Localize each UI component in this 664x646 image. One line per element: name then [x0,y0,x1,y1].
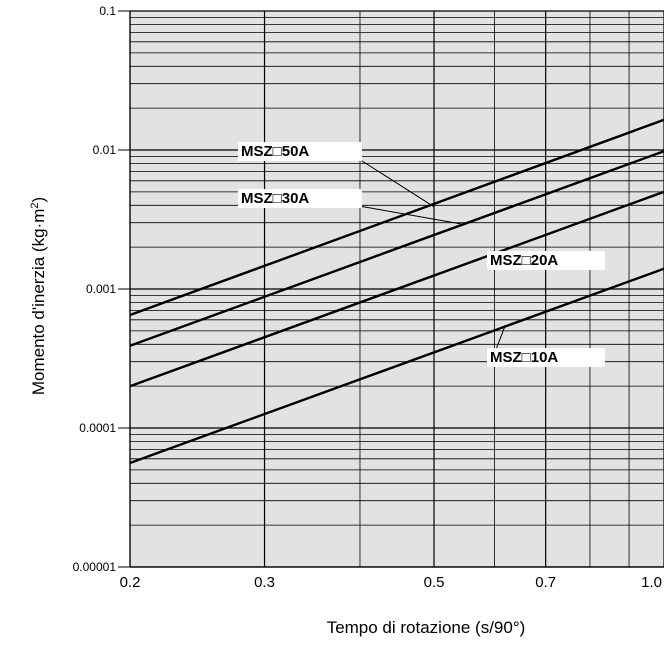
y-tick-label: 0.1 [99,4,116,18]
series-label: MSZ□50A [241,143,309,160]
series-line [129,267,664,465]
series-label-background [487,348,605,367]
series-lines [129,118,664,465]
y-axis-title: Momento d'inerzia (kg·m2) [29,197,48,395]
y-tick-label: 0.01 [93,143,117,157]
y-tick-label: 0.00001 [73,560,117,574]
series-line [129,118,664,317]
series-line [129,150,664,347]
series-label-background [238,142,362,161]
x-tick-label: 0.2 [120,574,141,591]
series-label-background [487,251,605,270]
series-label-leader [358,205,466,226]
series-label-background [238,189,362,208]
x-tick-label: 0.3 [254,574,275,591]
x-axis-title: Tempo di rotazione (s/90°) [327,618,526,637]
x-tick-label: 1.0 [641,574,662,591]
minor-gridlines [130,11,664,567]
x-tick-labels: 0.2 0.3 0.5 0.7 1.0 [120,574,662,591]
series-label: MSZ□30A [241,190,309,207]
x-tick-label: 0.7 [535,574,556,591]
series-line [129,190,664,388]
series-label: MSZ□20A [490,252,558,269]
y-tick-label: 0.001 [86,282,116,296]
y-tick-label: 0.0001 [79,421,116,435]
series-labels: MSZ□50A MSZ□30A MSZ□20A MSZ□10A [238,142,605,367]
series-label-leader [358,158,435,208]
series-label: MSZ□10A [490,349,558,366]
y-tick-labels: 0.1 0.01 0.001 0.0001 0.00001 [73,4,117,574]
x-tick-label: 0.5 [424,574,445,591]
